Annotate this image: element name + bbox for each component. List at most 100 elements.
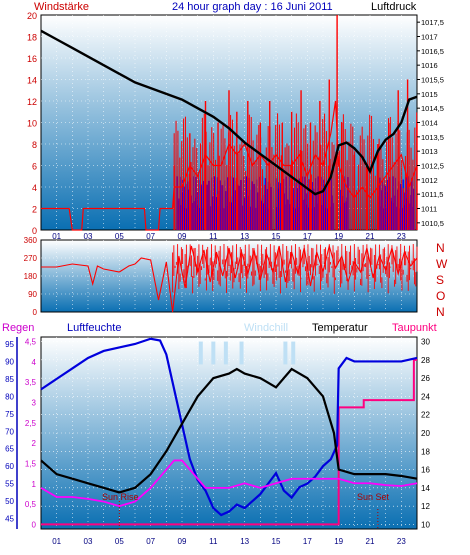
tick-wind-4: 4	[32, 183, 37, 193]
xtick-top-23: 23	[397, 232, 406, 241]
tick-rain-8: 4	[32, 358, 37, 367]
tick-temp-16: 16	[421, 466, 430, 475]
tick-dir-360: 360	[24, 236, 38, 245]
tick-rain-6: 3	[32, 399, 37, 408]
tick-rain-3: 1,5	[25, 459, 37, 468]
tick-wind-6: 6	[32, 162, 37, 172]
right-title: Luftdruck	[371, 1, 417, 13]
xtick-bottom-09: 09	[178, 537, 187, 546]
tick-rain-9: 4,5	[25, 338, 37, 347]
xtick-top-21: 21	[366, 232, 375, 241]
tick-temp-30: 30	[421, 338, 430, 347]
left-title: Windstärke	[34, 1, 89, 13]
xtick-bottom-17: 17	[303, 537, 312, 546]
tick-dir-270: 270	[24, 254, 38, 263]
bottom-series	[40, 337, 418, 529]
tick-pressure-5: 1013	[421, 147, 438, 156]
tick-wind-10: 10	[27, 119, 37, 129]
tick-temp-26: 26	[421, 374, 430, 383]
xtick-top-11: 11	[209, 232, 218, 241]
temperatur-label: Temperatur	[312, 322, 368, 334]
tick-hum-45: 45	[5, 515, 14, 524]
tick-hum-60: 60	[5, 462, 14, 471]
humidity-line	[40, 337, 418, 517]
tick-hum-90: 90	[5, 357, 14, 366]
tick-dir-90: 90	[28, 290, 37, 299]
xtick-bottom-03: 03	[84, 537, 93, 546]
tick-pressure-4: 1012,5	[421, 162, 444, 171]
tick-hum-55: 55	[5, 480, 14, 489]
tick-pressure-6: 1013,5	[421, 133, 444, 142]
center-title: 24 hour graph day : 16 Juni 2011	[172, 1, 333, 13]
tick-hum-65: 65	[5, 445, 14, 454]
tick-pressure-11: 1016	[421, 61, 438, 70]
tick-temp-10: 10	[421, 520, 430, 529]
xtick-bottom-19: 19	[334, 537, 343, 546]
tick-wind-12: 12	[27, 97, 37, 107]
xtick-bottom-23: 23	[397, 537, 406, 546]
tick-rain-2: 1	[32, 480, 37, 489]
tick-wind-20: 20	[27, 11, 37, 21]
tick-hum-80: 80	[5, 392, 14, 401]
xtick-top-13: 13	[240, 232, 249, 241]
sun-rise-label: Sun Rise	[102, 492, 139, 502]
tick-temp-28: 28	[421, 356, 430, 365]
tick-hum-75: 75	[5, 410, 14, 419]
tick-wind-2: 2	[32, 205, 37, 215]
temperature-line	[40, 367, 418, 494]
tick-hum-85: 85	[5, 375, 14, 384]
windchill-label: Windchill	[244, 322, 288, 334]
tick-rain-0: 0	[32, 520, 37, 529]
tick-dir-180: 180	[24, 272, 38, 281]
tick-hum-50: 50	[5, 497, 14, 506]
xtick-top-07: 07	[146, 232, 155, 241]
tick-pressure-2: 1011,5	[421, 190, 443, 199]
xtick-top-09: 09	[178, 232, 187, 241]
tick-pressure-8: 1014,5	[421, 104, 444, 113]
xtick-top-03: 03	[84, 232, 93, 241]
xtick-bottom-15: 15	[272, 537, 281, 546]
tick-pressure-14: 1017,5	[421, 18, 444, 27]
pressure-line	[40, 29, 418, 196]
tick-temp-12: 12	[421, 502, 430, 511]
dewpoint-line	[40, 459, 418, 508]
tick-wind-8: 8	[32, 140, 37, 150]
tick-temp-18: 18	[421, 447, 430, 456]
direction-series	[41, 243, 418, 313]
tick-rain-1: 0,5	[25, 500, 37, 509]
tick-pressure-12: 1016,5	[421, 47, 444, 56]
tick-wind-0: 0	[32, 226, 37, 236]
dir-letter-s: S	[436, 273, 444, 287]
tick-hum-70: 70	[5, 427, 14, 436]
luftfeuchte-label: Luftfeuchte	[67, 322, 121, 334]
dir-letter-o: O	[436, 289, 445, 303]
tick-temp-14: 14	[421, 484, 430, 493]
tick-wind-16: 16	[27, 54, 37, 64]
xtick-bottom-13: 13	[240, 537, 249, 546]
xtick-bottom-11: 11	[209, 537, 218, 546]
tick-pressure-0: 1010,5	[421, 219, 444, 228]
tick-rain-5: 2,5	[25, 419, 37, 428]
top-series	[40, 15, 418, 231]
tick-pressure-10: 1015,5	[421, 76, 444, 85]
tick-temp-22: 22	[421, 411, 430, 420]
dir-letter-n-top: N	[436, 241, 445, 255]
tick-rain-7: 3,5	[25, 378, 37, 387]
tick-temp-20: 20	[421, 429, 430, 438]
xtick-bottom-01: 01	[52, 537, 61, 546]
rain-line	[41, 358, 417, 526]
xtick-top-17: 17	[303, 232, 312, 241]
xtick-top-15: 15	[272, 232, 281, 241]
xtick-bottom-07: 07	[146, 537, 155, 546]
tick-pressure-9: 1015	[421, 90, 438, 99]
xtick-bottom-21: 21	[366, 537, 375, 546]
tick-pressure-3: 1012	[421, 176, 438, 185]
tick-wind-14: 14	[27, 76, 37, 86]
xtick-top-05: 05	[115, 232, 124, 241]
tick-dir-0: 0	[33, 308, 38, 317]
tick-pressure-13: 1017	[421, 33, 438, 42]
dir-letter-n-bottom: N	[436, 305, 445, 319]
tick-labels: 024681012141618201010,510111011,51012101…	[5, 11, 444, 546]
